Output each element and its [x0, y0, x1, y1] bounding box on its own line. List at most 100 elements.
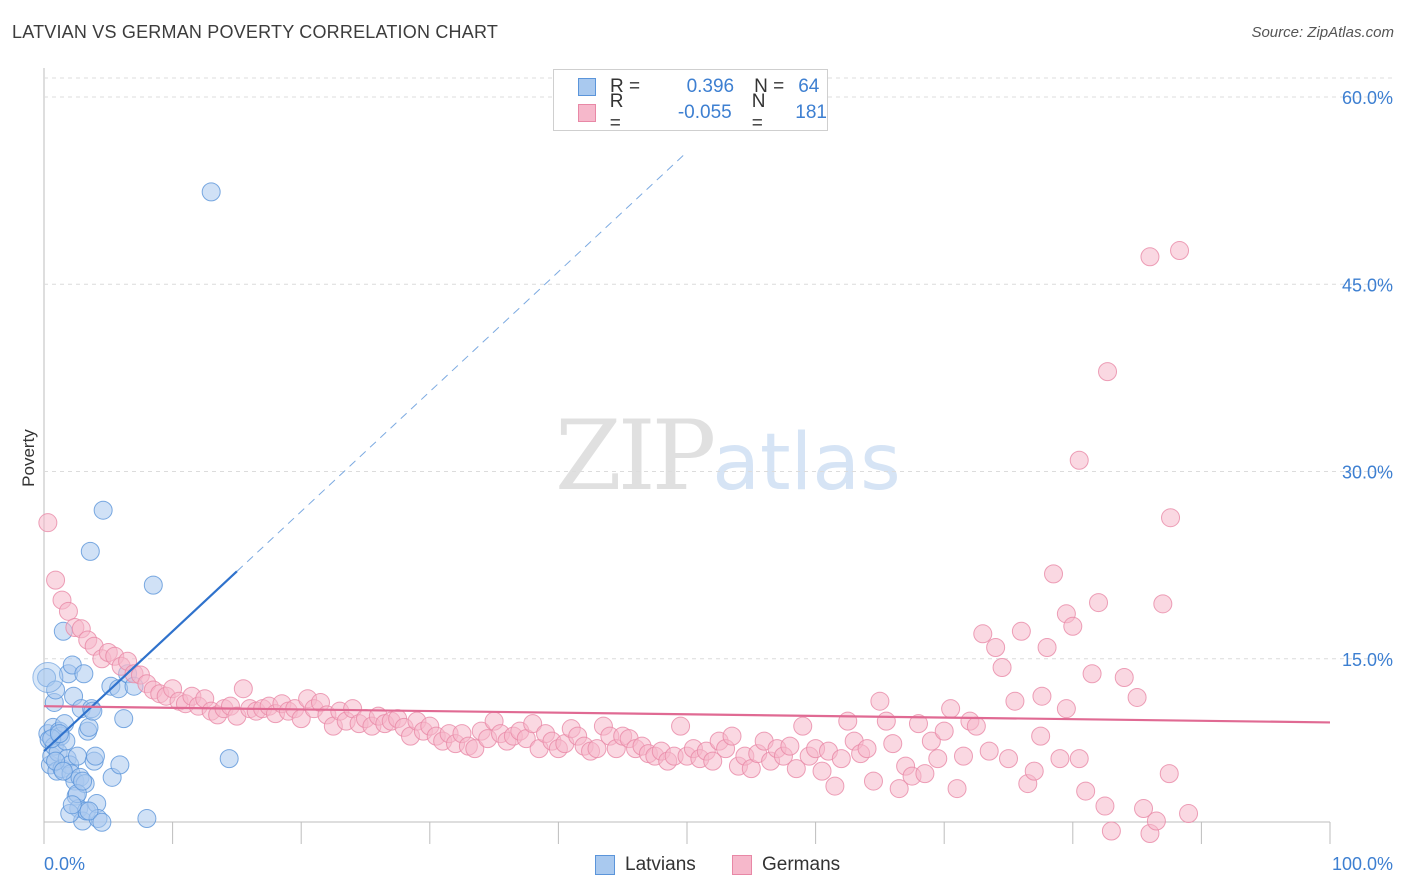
germans-point [999, 749, 1018, 769]
germans-point [1050, 749, 1070, 769]
germans-point [1095, 796, 1115, 816]
germans-point [857, 739, 877, 759]
germans-trend-line [43, 705, 1331, 724]
latvians-point [201, 182, 221, 202]
chart-title: LATVIAN VS GERMAN POVERTY CORRELATION CH… [12, 22, 499, 42]
germans-point [1170, 241, 1190, 261]
germans-point [1153, 594, 1173, 614]
germans-n-label: N = [751, 91, 766, 134]
legend-row-germans: R = -0.055 N = 181 [578, 91, 827, 134]
germans-point [1056, 699, 1076, 719]
latvians-n-value: 64 [798, 76, 820, 97]
germans-point [921, 731, 941, 751]
germans-point [1032, 686, 1052, 706]
germans-point [1098, 362, 1118, 382]
latvians-point [137, 809, 157, 829]
watermark-atlas: atlas [712, 418, 901, 508]
latvians-r-value: 0.396 [686, 76, 735, 97]
bottom-legend-germans: Germans [732, 852, 840, 878]
germans-point [986, 638, 1006, 658]
germans-point [1005, 691, 1025, 711]
germans-point [883, 734, 903, 754]
germans-point [934, 721, 954, 741]
germans-point [1011, 621, 1031, 641]
watermark-zip: ZIP [555, 400, 716, 512]
y-tick-label: 30.0% [1342, 463, 1393, 483]
germans-point [992, 657, 1012, 677]
germans-point [38, 513, 58, 533]
germans-point [1114, 667, 1134, 687]
latvians-r-label: R = [610, 76, 641, 97]
germans-point [1082, 664, 1102, 684]
germans-point [831, 749, 851, 769]
latvians-point [114, 709, 134, 729]
germans-point [812, 761, 832, 781]
germans-point [870, 691, 890, 711]
germans-point [46, 570, 66, 590]
germans-point [58, 601, 78, 621]
latvians-swatch [578, 78, 596, 96]
germans-point [953, 746, 973, 766]
germans-r-label: R = [609, 91, 624, 134]
germans-point [722, 726, 742, 746]
latvians-point [79, 717, 99, 737]
latvians-point [62, 795, 82, 815]
germans-n-value: 181 [795, 102, 827, 123]
germans-point [1044, 564, 1064, 584]
germans-point [889, 779, 909, 799]
latvians-trend-dashed [236, 151, 688, 572]
latvians-point [93, 500, 113, 520]
germans-point [1069, 749, 1089, 769]
latvians-point [110, 755, 130, 775]
bottom-legend-latvians: Latvians [595, 852, 696, 878]
germans-point [1127, 687, 1147, 707]
germans-point [1134, 799, 1154, 819]
latvians-point [73, 771, 93, 791]
latvians-point [143, 575, 163, 595]
germans-point [703, 751, 723, 771]
y-tick-label: 60.0% [1342, 88, 1393, 108]
latvians-point [219, 749, 239, 769]
germans-swatch [578, 104, 596, 122]
bottom-latvians-label: Latvians [625, 854, 696, 875]
germans-point [523, 714, 543, 734]
germans-point [1089, 593, 1109, 613]
germans-point [1161, 508, 1181, 528]
germans-point [465, 739, 485, 759]
source-credit: Source: ZipAtlas.com [1251, 24, 1394, 41]
bottom-latvians-swatch [595, 855, 615, 875]
germans-point [1146, 811, 1166, 831]
latvians-point [79, 801, 99, 821]
germans-point [793, 716, 813, 736]
latvians-point [80, 541, 100, 561]
germans-point [1037, 638, 1057, 658]
legend-row-latvians: R = 0.396 N = 64 [578, 75, 819, 99]
germans-point [1031, 726, 1051, 746]
germans-point [908, 714, 928, 734]
germans-point [1140, 247, 1160, 267]
germans-point [1024, 761, 1044, 781]
germans-point [786, 759, 806, 779]
germans-point [825, 776, 845, 796]
germans-point [587, 739, 607, 759]
latvians-point [53, 761, 73, 781]
germans-point [1069, 450, 1089, 470]
latvians-point [92, 812, 112, 832]
latvians-n-label: N = [754, 76, 785, 97]
latvians-point-large [32, 661, 64, 693]
germans-point [1076, 781, 1096, 801]
germans-point [780, 736, 800, 756]
germans-point [1063, 616, 1083, 636]
x-tick-label-start: 0.0% [44, 854, 85, 874]
bottom-germans-swatch [732, 855, 752, 875]
germans-point [671, 716, 691, 736]
x-tick-label-end: 100.0% [1332, 854, 1393, 874]
bottom-germans-label: Germans [762, 854, 841, 875]
germans-point [1101, 821, 1121, 841]
latvians-point [74, 664, 94, 684]
germans-point [1179, 804, 1199, 824]
y-tick-label: 45.0% [1342, 275, 1393, 295]
germans-point [915, 764, 935, 784]
germans-r-value: -0.055 [677, 102, 732, 123]
y-axis-label: Poverty [19, 429, 38, 487]
